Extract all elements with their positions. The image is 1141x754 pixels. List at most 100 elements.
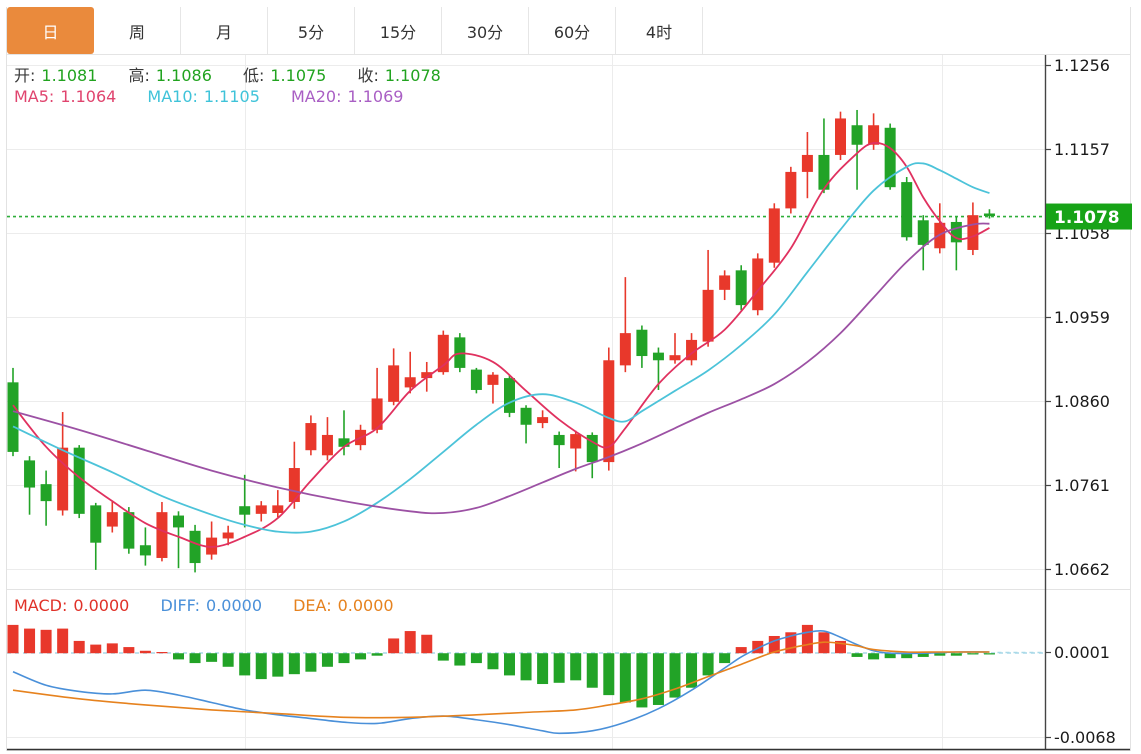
macd-legend: MACD: 0.0000 DIFF: 0.0000 DEA: 0.0000: [14, 596, 420, 615]
macd-value: 0.0000: [73, 596, 130, 615]
candle-body: [73, 447, 85, 514]
macd-bar: [470, 653, 482, 664]
macd-bar: [239, 653, 251, 676]
macd-bar: [421, 634, 433, 654]
macd-bar: [139, 650, 151, 654]
tab-日[interactable]: 日: [7, 7, 94, 54]
candle-body: [669, 355, 681, 361]
macd-bar: [686, 653, 698, 688]
macd-bar: [619, 653, 631, 703]
diff-line: [12, 629, 990, 735]
ohlc-legend: 开: 1.1081 高: 1.1086 低: 1.1075 收: 1.1078: [14, 62, 467, 86]
macd-bar: [586, 653, 598, 688]
macd-bar: [884, 653, 896, 659]
macd-bar: [173, 653, 184, 660]
macd-bar: [537, 653, 549, 685]
macd-bar: [156, 652, 168, 654]
diff-value: 0.0000: [206, 596, 263, 615]
macd-bar: [520, 653, 532, 681]
candle-body: [487, 374, 499, 385]
macd-bar: [636, 653, 648, 708]
open-label: 开:: [14, 66, 36, 85]
macd-bar: [90, 644, 102, 654]
candle-body: [553, 434, 565, 446]
axis-label: 1.0860: [1054, 392, 1110, 411]
candle-body: [983, 213, 995, 217]
candle-body: [90, 505, 102, 543]
tab-5分[interactable]: 5分: [268, 7, 355, 54]
candle-body: [173, 515, 184, 528]
macd-bar: [255, 653, 267, 680]
candle-body: [139, 545, 151, 556]
candle-body: [305, 423, 317, 451]
macd-bar: [206, 653, 218, 662]
macd-bar: [40, 629, 52, 654]
macd-bar: [768, 635, 780, 654]
axis-label: 1.0662: [1054, 560, 1110, 579]
macd-bar: [967, 653, 979, 655]
candle-body: [7, 382, 19, 452]
candle-body: [24, 460, 36, 488]
candle-body: [404, 377, 416, 388]
macd-bar: [123, 647, 135, 654]
candle-body: [537, 417, 549, 424]
candle-body: [636, 329, 648, 357]
tab-60分[interactable]: 60分: [529, 7, 616, 54]
ma10-label: MA10:: [147, 87, 198, 106]
axis-label: 1.0959: [1054, 308, 1110, 327]
tab-4时[interactable]: 4时: [616, 7, 703, 54]
close-value: 1.1078: [384, 66, 441, 85]
macd-bar: [321, 653, 333, 667]
candle-body: [189, 530, 201, 564]
macd-bar: [73, 640, 85, 654]
tab-周[interactable]: 周: [94, 7, 181, 54]
ma5-label: MA5:: [14, 87, 55, 106]
tab-月[interactable]: 月: [181, 7, 268, 54]
candle-body: [255, 505, 267, 514]
macd-bar: [752, 640, 764, 654]
macd-bar: [652, 653, 664, 705]
candle-body: [967, 215, 979, 250]
diff-label: DIFF:: [160, 596, 201, 615]
candle-body: [785, 171, 797, 209]
candle-body: [421, 372, 433, 379]
macd-bar: [835, 640, 846, 654]
macd-bar: [437, 653, 449, 661]
candle-body: [868, 125, 880, 145]
macd-bar: [735, 647, 747, 654]
dea-label: DEA:: [293, 596, 332, 615]
current-price-value: 1.1078: [1054, 208, 1120, 228]
candle-body: [40, 484, 52, 502]
macd-bar: [189, 653, 201, 664]
ma20-label: MA20:: [290, 87, 342, 106]
ma5-line: [12, 141, 990, 548]
macd-bar: [983, 653, 995, 655]
candle-body: [222, 532, 234, 539]
candle-body: [57, 447, 69, 511]
open-value: 1.1081: [41, 66, 98, 85]
macd-bar: [288, 653, 300, 675]
candle-body: [586, 434, 598, 463]
candle-body: [437, 334, 449, 373]
tab-15分[interactable]: 15分: [355, 7, 442, 54]
candle-body: [901, 182, 913, 238]
low-value: 1.1075: [270, 66, 327, 85]
axis-label: 0.0001: [1054, 643, 1110, 662]
macd-bar: [917, 653, 929, 657]
candle-body: [917, 220, 929, 245]
candle-body: [950, 221, 962, 243]
macd-bar: [7, 624, 19, 654]
candle-body: [686, 339, 698, 361]
candle-body: [884, 127, 896, 188]
axis-label: 1.1157: [1054, 140, 1110, 159]
ma20-line: [12, 222, 990, 515]
ma10-line: [12, 162, 990, 534]
ma10-value: 1.1105: [203, 87, 260, 106]
macd-bar: [702, 653, 714, 676]
macd-bar: [801, 624, 813, 654]
macd-bar: [553, 653, 565, 683]
macd-bar: [719, 653, 731, 664]
tab-30分[interactable]: 30分: [442, 7, 529, 54]
candle-body: [272, 505, 284, 513]
